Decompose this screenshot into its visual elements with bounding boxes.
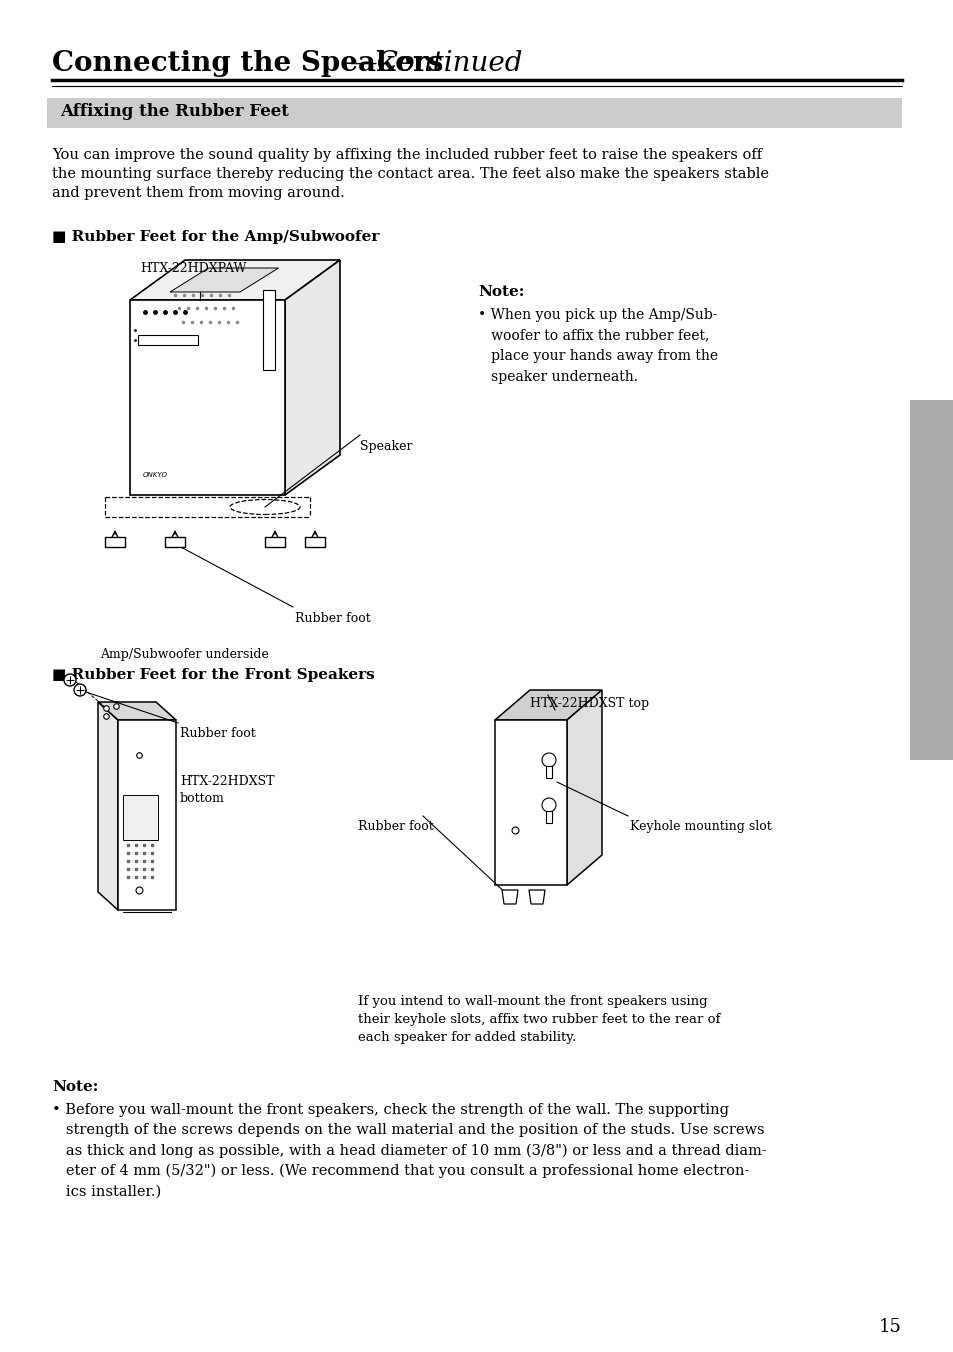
Bar bbox=[138, 335, 198, 345]
Polygon shape bbox=[265, 537, 285, 548]
Polygon shape bbox=[170, 268, 278, 292]
Polygon shape bbox=[105, 537, 125, 548]
Text: Note:: Note: bbox=[52, 1080, 98, 1094]
Text: —Continued: —Continued bbox=[350, 50, 523, 77]
Bar bbox=[909, 400, 953, 760]
Circle shape bbox=[74, 684, 86, 696]
Text: • Before you wall-mount the front speakers, check the strength of the wall. The : • Before you wall-mount the front speake… bbox=[52, 1103, 766, 1198]
Polygon shape bbox=[118, 721, 175, 910]
Text: You can improve the sound quality by affixing the included rubber feet to raise : You can improve the sound quality by aff… bbox=[52, 147, 768, 200]
Polygon shape bbox=[529, 890, 544, 904]
Text: • When you pick up the Amp/Sub-
   woofer to affix the rubber feet,
   place you: • When you pick up the Amp/Sub- woofer t… bbox=[477, 308, 718, 384]
Text: HTX-22HDXPAW: HTX-22HDXPAW bbox=[140, 262, 246, 274]
Polygon shape bbox=[165, 537, 185, 548]
Text: Keyhole mounting slot: Keyhole mounting slot bbox=[629, 821, 771, 833]
Text: Rubber foot: Rubber foot bbox=[180, 727, 255, 740]
Text: ■ Rubber Feet for the Amp/Subwoofer: ■ Rubber Feet for the Amp/Subwoofer bbox=[52, 230, 379, 243]
Text: Speaker: Speaker bbox=[359, 439, 412, 453]
Text: If you intend to wall-mount the front speakers using
their keyhole slots, affix : If you intend to wall-mount the front sp… bbox=[357, 995, 720, 1044]
Text: Amp/Subwoofer underside: Amp/Subwoofer underside bbox=[100, 648, 269, 661]
Bar bbox=[123, 795, 158, 840]
Polygon shape bbox=[501, 890, 517, 904]
Bar bbox=[263, 289, 274, 370]
Text: ONKYO: ONKYO bbox=[142, 472, 168, 479]
Circle shape bbox=[541, 798, 556, 813]
Text: HTX-22HDXST top: HTX-22HDXST top bbox=[530, 698, 648, 710]
Text: ■ Rubber Feet for the Front Speakers: ■ Rubber Feet for the Front Speakers bbox=[52, 668, 375, 681]
Polygon shape bbox=[130, 300, 285, 495]
Text: Rubber foot: Rubber foot bbox=[294, 612, 371, 625]
Bar bbox=[47, 97, 901, 128]
Circle shape bbox=[64, 675, 76, 685]
Polygon shape bbox=[495, 721, 566, 886]
Text: HTX-22HDXST
bottom: HTX-22HDXST bottom bbox=[180, 775, 274, 804]
Text: Rubber foot: Rubber foot bbox=[357, 821, 434, 833]
Polygon shape bbox=[495, 690, 601, 721]
Text: 15: 15 bbox=[879, 1318, 901, 1336]
Polygon shape bbox=[130, 260, 339, 300]
Text: Note:: Note: bbox=[477, 285, 524, 299]
Polygon shape bbox=[285, 260, 339, 495]
Bar bbox=[545, 767, 552, 777]
Circle shape bbox=[541, 753, 556, 767]
Polygon shape bbox=[98, 702, 175, 721]
Text: Affixing the Rubber Feet: Affixing the Rubber Feet bbox=[60, 103, 289, 120]
Polygon shape bbox=[566, 690, 601, 886]
Polygon shape bbox=[98, 702, 118, 910]
Polygon shape bbox=[305, 537, 325, 548]
Text: Connecting the Speakers: Connecting the Speakers bbox=[52, 50, 443, 77]
Bar bbox=[545, 811, 552, 823]
